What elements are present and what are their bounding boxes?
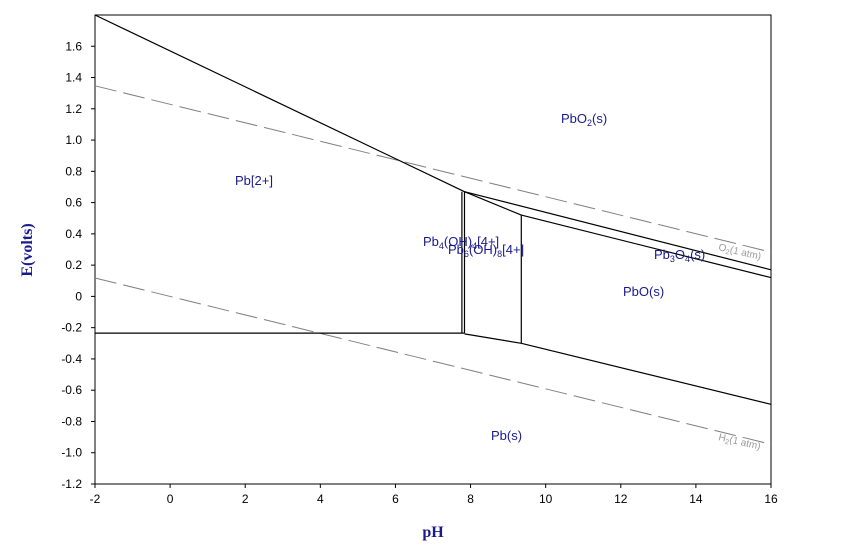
region-label-pb3o4: Pb3O4(s) <box>654 247 705 264</box>
phase-boundaries <box>94 14 772 405</box>
x-tick-label: 16 <box>764 492 778 506</box>
region-label-pbo: PbO(s) <box>623 284 664 299</box>
y-tick-label: 0.6 <box>65 196 82 210</box>
region-label-pb2plus: Pb[2+] <box>235 173 273 188</box>
x-tick-label: 0 <box>167 492 174 506</box>
boundary-line-2 <box>464 191 772 271</box>
y-tick-label: 0.4 <box>65 227 82 241</box>
x-axis-title: pH <box>422 524 444 541</box>
y-tick-label: 1.2 <box>65 102 82 116</box>
y-tick-label: 0.8 <box>65 164 82 178</box>
x-tick-label: 12 <box>614 492 628 506</box>
y-tick-label: -0.2 <box>61 321 82 335</box>
region-label-pb6oh8: Pb6(OH)8[4+] <box>448 242 524 259</box>
x-tick-label: -2 <box>90 492 101 506</box>
x-tick-label: 10 <box>539 492 553 506</box>
x-tick-label: 4 <box>317 492 324 506</box>
region-label-pb4oh: Pb4(OH)4[4+] <box>423 234 499 251</box>
y-tick-label: 1.0 <box>65 133 82 147</box>
x-tick-label: 8 <box>467 492 474 506</box>
boundary-line-5 <box>464 333 522 344</box>
boundary-line-3 <box>521 214 772 279</box>
y-tick-label: 0 <box>75 289 82 303</box>
y-tick-label: 1.4 <box>65 71 82 85</box>
region-label-pbo2: PbO2(s) <box>561 111 607 128</box>
y-tick-label: 1.6 <box>65 39 82 53</box>
y-tick-label: -1.0 <box>61 446 82 460</box>
y-tick-label: 0.2 <box>65 258 82 272</box>
boundary-line-1 <box>464 191 522 216</box>
y-tick-label: -0.8 <box>61 414 82 428</box>
boundary-line-0 <box>94 14 465 193</box>
y-tick-label: -1.2 <box>61 477 82 491</box>
x-tick-label: 14 <box>689 492 703 506</box>
reference-line-o2 <box>94 85 772 253</box>
y-tick-label: -0.4 <box>61 352 82 366</box>
y-tick-label: -0.6 <box>61 383 82 397</box>
y-axis-title: E(volts) <box>19 223 36 276</box>
x-tick-label: 2 <box>242 492 249 506</box>
region-label-pb: Pb(s) <box>491 428 522 443</box>
axis-ticks: -2 0 2 4 6 8 10 12 14 16 1.6 1.4 1.2 1.0 0.8 0.6 0.4 0.2 0… <box>61 39 778 506</box>
reference-lines <box>94 85 772 445</box>
x-tick-label: 6 <box>392 492 399 506</box>
reference-line-h2 <box>94 277 772 445</box>
boundary-line-6 <box>521 342 772 405</box>
